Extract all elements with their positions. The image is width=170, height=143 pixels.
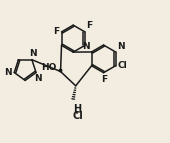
Text: N: N [29, 49, 37, 58]
Text: N: N [4, 68, 12, 77]
Text: Cl: Cl [117, 61, 127, 70]
Text: H: H [73, 104, 81, 114]
Text: F: F [53, 27, 59, 36]
Text: Cl: Cl [72, 111, 83, 121]
Text: N: N [117, 42, 125, 51]
Text: N: N [82, 42, 90, 51]
Text: HO: HO [41, 63, 57, 72]
Text: F: F [101, 75, 107, 84]
Text: F: F [86, 21, 92, 30]
Text: N: N [34, 74, 41, 83]
